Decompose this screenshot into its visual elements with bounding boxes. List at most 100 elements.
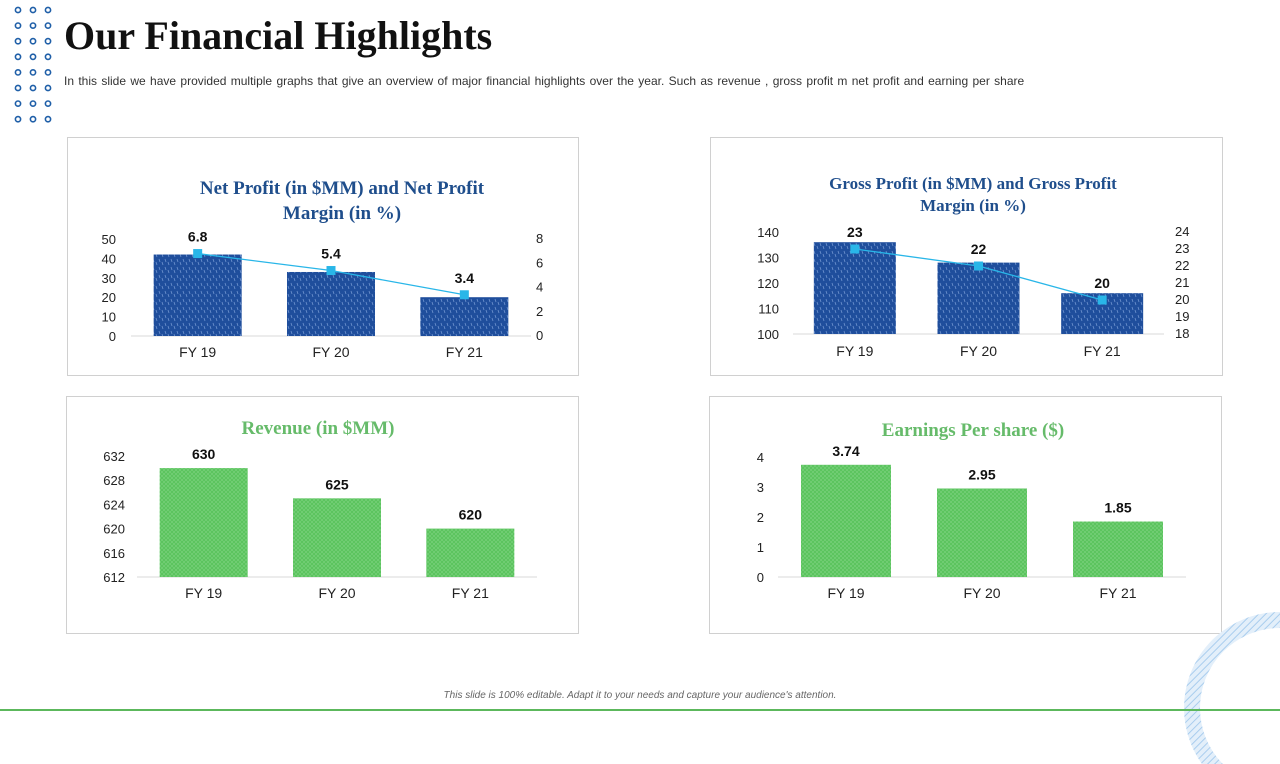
bar: [159, 468, 248, 577]
dot: [29, 84, 37, 92]
line-data-label: 22: [971, 241, 987, 257]
slide-subtitle: In this slide we have provided multiple …: [64, 74, 1025, 88]
line-data-label: 6.8: [188, 229, 208, 245]
data-label: 620: [459, 507, 483, 523]
dot: [14, 115, 22, 123]
y-axis-tick-label: 50: [102, 232, 116, 247]
dot: [14, 37, 22, 45]
y2-axis-tick-label: 21: [1175, 275, 1189, 290]
x-axis-category-label: FY 20: [960, 343, 997, 359]
chart-title: Gross Profit (in $MM) and Gross Profit: [829, 174, 1117, 193]
dot: [29, 115, 37, 123]
y-axis-tick-label: 612: [103, 570, 125, 585]
dot-grid-decoration: [14, 6, 52, 123]
y-axis-tick-label: 3: [757, 480, 764, 495]
eps-chart: Earnings Per share ($) 0 1 2 3 4 3.74 2.95 1.85 F…: [757, 420, 1186, 601]
y2-axis-tick-label: 22: [1175, 258, 1189, 273]
chart-title: Earnings Per share ($): [882, 420, 1064, 441]
footer-note: This slide is 100% editable. Adapt it to…: [443, 690, 837, 701]
dot: [44, 53, 52, 61]
bar: [420, 297, 509, 336]
data-label: 625: [325, 476, 349, 492]
x-axis-category-label: FY 21: [452, 585, 489, 601]
y-axis-tick-label: 120: [757, 276, 779, 291]
x-axis-category-label: FY 21: [1084, 343, 1121, 359]
dot: [29, 100, 37, 107]
dot: [14, 69, 22, 76]
data-label: 630: [192, 446, 216, 462]
bar: [813, 242, 896, 334]
line-data-label: 5.4: [321, 246, 341, 262]
x-axis-category-label: FY 19: [836, 343, 873, 359]
dot: [44, 69, 52, 76]
data-label: 2.95: [968, 467, 995, 483]
y-axis-tick-label: 0: [757, 570, 764, 585]
y-axis-tick-label: 628: [103, 473, 125, 488]
x-axis-category-label: FY 19: [185, 585, 222, 601]
gross-profit-chart: Gross Profit (in $MM) and Gross Profit Ma…: [757, 174, 1189, 359]
line-marker: [1097, 295, 1107, 305]
x-axis-category-label: FY 21: [446, 344, 483, 360]
line-marker: [974, 261, 983, 271]
line-marker: [850, 244, 860, 254]
page-title: Our Financial Highlights: [64, 13, 493, 58]
dot: [44, 115, 52, 123]
dot: [44, 84, 52, 92]
gross-profit-chart-panel: Gross Profit (in $MM) and Gross Profit Ma…: [710, 137, 1223, 376]
bar: [153, 254, 242, 336]
line-marker: [459, 290, 469, 300]
y-axis-tick-label: 100: [757, 327, 779, 342]
y-axis-tick-label: 30: [102, 271, 116, 286]
bar: [287, 271, 375, 336]
line-data-label: 20: [1094, 275, 1110, 291]
chart-title: Revenue (in $MM): [241, 418, 394, 439]
x-axis-category-label: FY 19: [179, 344, 216, 360]
dot: [44, 100, 52, 107]
y-axis-tick-label: 632: [103, 449, 125, 464]
y2-axis-tick-label: 6: [536, 255, 543, 270]
x-axis-category-label: FY 20: [318, 585, 355, 601]
y-axis-tick-label: 620: [103, 522, 125, 537]
line-data-label: 3.4: [455, 270, 475, 286]
y-axis-tick-label: 10: [102, 310, 116, 325]
y-axis-tick-label: 4: [757, 450, 764, 465]
revenue-chart-panel: Revenue (in $MM) 612 616 620 624 628 632 630 625…: [66, 396, 579, 634]
dot: [29, 53, 37, 61]
y2-axis-tick-label: 2: [536, 304, 543, 319]
y2-axis-tick-label: 18: [1175, 326, 1189, 341]
dot: [14, 22, 22, 29]
net-profit-chart-panel: Net Profit (in $MM) and Net Profit Margin…: [67, 137, 579, 376]
bar: [937, 488, 1027, 577]
x-axis-category-label: FY 20: [312, 344, 349, 360]
dot: [14, 6, 22, 14]
line-marker: [326, 266, 336, 276]
y2-axis-tick-label: 19: [1175, 309, 1189, 324]
ring-decoration: [1184, 612, 1280, 764]
dot: [14, 100, 22, 107]
y2-axis-tick-label: 0: [536, 328, 543, 343]
bar: [1073, 521, 1163, 577]
dot: [44, 22, 52, 29]
dot: [14, 84, 22, 92]
y-axis-tick-label: 0: [109, 329, 116, 344]
x-axis-category-label: FY 21: [1099, 585, 1136, 601]
x-axis-category-label: FY 19: [827, 585, 864, 601]
revenue-chart: Revenue (in $MM) 612 616 620 624 628 632 630 625…: [103, 418, 537, 601]
y-axis-tick-label: 624: [103, 497, 125, 512]
line-marker: [193, 249, 203, 259]
y2-axis-tick-label: 23: [1175, 241, 1189, 256]
line-data-label: 23: [847, 224, 863, 240]
y-axis-tick-label: 1: [757, 540, 764, 555]
x-axis-category-label: FY 20: [963, 585, 1000, 601]
y-axis-tick-label: 40: [102, 251, 116, 266]
bar: [801, 464, 891, 577]
y-axis-tick-label: 110: [758, 302, 779, 317]
data-label: 3.74: [832, 443, 859, 459]
y-axis-tick-label: 616: [103, 546, 125, 561]
chart-title: Margin (in %): [283, 203, 401, 224]
dot: [29, 69, 37, 76]
dot: [29, 22, 37, 29]
y2-axis-tick-label: 4: [536, 280, 543, 295]
y-axis-tick-label: 20: [102, 290, 116, 305]
dot: [29, 6, 37, 14]
